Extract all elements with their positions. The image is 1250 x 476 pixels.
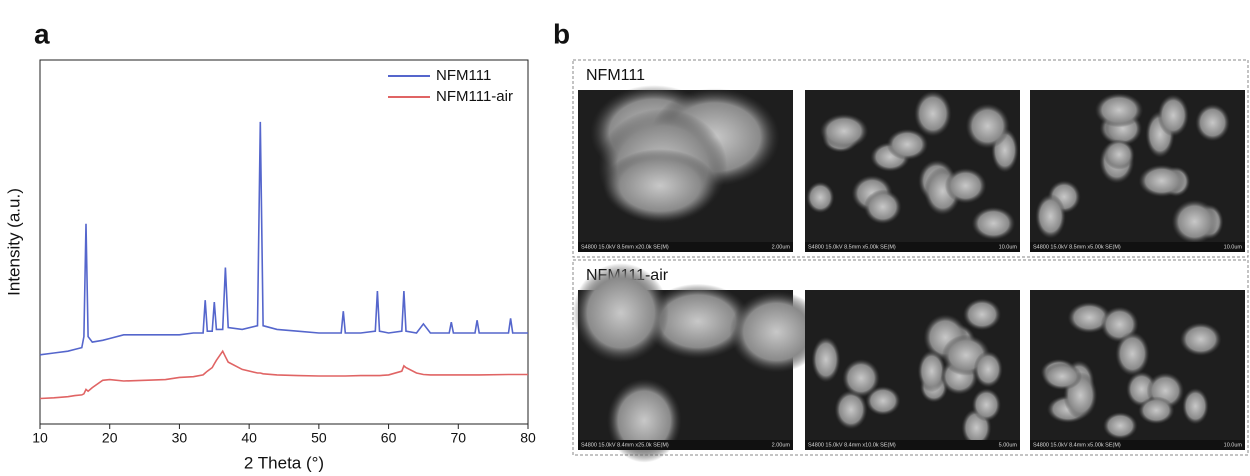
group-title: NFM111 (586, 67, 645, 84)
sem-particle (886, 128, 929, 161)
x-tick-label: 80 (520, 430, 536, 446)
legend-label: NFM111 (436, 67, 491, 84)
sem-info: S4800 15.0kV 8.4mm x10.0k SE(M) (808, 442, 896, 448)
group-box (572, 259, 1249, 456)
sem-particle (963, 298, 1002, 331)
sem-scale: 2.00um (772, 244, 791, 250)
sem-particle (644, 283, 752, 359)
sem-particle (1102, 412, 1138, 440)
sem-particle (1035, 193, 1066, 239)
sem-particle (914, 90, 952, 137)
sem-particle (944, 167, 987, 204)
sem-info-bar (578, 440, 793, 450)
sem-particle (1138, 164, 1185, 198)
sem-particle (1179, 322, 1222, 356)
sem-particle (819, 113, 869, 149)
sem-info: S4800 15.0kV 8.4mm x25.0k SE(M) (581, 442, 669, 448)
x-axis-label: 2 Theta (°) (244, 453, 324, 472)
plot-frame (39, 59, 529, 425)
x-tick-label: 40 (241, 430, 257, 446)
sem-particle (603, 149, 717, 223)
sem-info-bar (805, 440, 1020, 450)
sem-scale: 2.00um (772, 442, 791, 448)
sem-particle (1171, 199, 1218, 244)
sem-info: S4800 15.0kV 8.4mm x5.00k SE(M) (1033, 442, 1121, 448)
x-tick-label: 50 (311, 430, 327, 446)
sem-info: S4800 15.0kV 8.5mm x5.00k SE(M) (808, 244, 896, 250)
sem-particle (971, 388, 1002, 422)
sem-particle (573, 263, 669, 363)
sem-particle (1157, 94, 1189, 137)
sem-particle (1042, 362, 1082, 391)
x-tick-label: 70 (450, 430, 466, 446)
sem-scale: 5.00um (999, 442, 1018, 448)
sem-particle (865, 386, 901, 416)
sem-particle (917, 350, 946, 393)
sem-particle (863, 189, 902, 225)
x-tick-label: 60 (381, 430, 397, 446)
sem-particle (1182, 387, 1209, 425)
sem-info-bar (805, 242, 1020, 252)
sem-info-bar (578, 242, 793, 252)
sem-particle (806, 181, 835, 214)
sem-info-bar (1030, 440, 1245, 450)
panel-label: a (34, 18, 50, 49)
sem-particle (1067, 301, 1111, 334)
sem-scale: 10.0um (1224, 442, 1243, 448)
sem-particle (1138, 396, 1175, 425)
y-axis-label: Intensity (a.u.) (4, 188, 23, 296)
sem-particle (1103, 139, 1135, 170)
sem-particle (1115, 331, 1150, 376)
sem-particle (971, 206, 1016, 240)
sem-particle (973, 350, 1003, 388)
sem-info: S4800 15.0kV 8.5mm x20.0k SE(M) (581, 244, 669, 250)
legend-label: NFM111-air (436, 88, 513, 105)
sem-particle (842, 359, 880, 398)
sem-particle (834, 389, 868, 430)
sem-particle (1094, 92, 1144, 128)
x-tick-label: 10 (32, 430, 48, 446)
sem-particle (811, 336, 841, 383)
group-box (572, 59, 1249, 258)
sem-scale: 10.0um (999, 244, 1018, 250)
sem-particle (965, 103, 1010, 149)
sem-info-bar (1030, 242, 1245, 252)
x-tick-label: 20 (102, 430, 118, 446)
series-line (39, 349, 528, 400)
series-line (39, 121, 528, 356)
sem-particle (1195, 103, 1230, 142)
x-tick-label: 30 (172, 430, 188, 446)
panel-label: b (553, 18, 570, 49)
sem-info: S4800 15.0kV 8.5mm x5.00k SE(M) (1033, 244, 1121, 250)
sem-particle (729, 291, 824, 373)
sem-scale: 10.0um (1224, 244, 1243, 250)
